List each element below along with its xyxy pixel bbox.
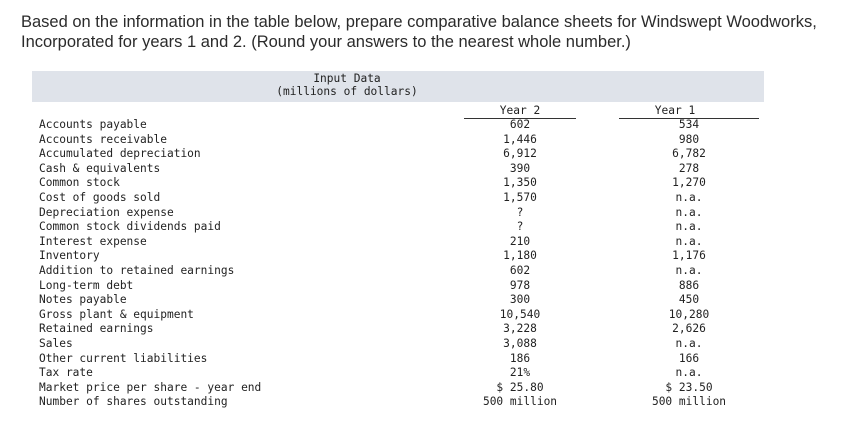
table-row: Other current liabilities 186 166: [32, 352, 764, 367]
row-value-year2: 978: [509, 278, 531, 292]
row-value-year2: 1,180: [503, 249, 537, 263]
table-row: Cost of goods sold 1,570 n.a.: [32, 191, 764, 206]
row-value-year1: 500 million: [651, 395, 727, 409]
row-value-year1: 278: [678, 161, 700, 175]
row-value-year2: 390: [509, 161, 531, 175]
row-value-year2: 500 million: [482, 395, 558, 409]
table-row: Common stock dividends paid? n.a.: [32, 220, 764, 235]
row-value-year1: 2,626: [672, 322, 706, 336]
column-rule-year2: [464, 118, 576, 119]
row-label: Interest expense: [39, 234, 147, 248]
row-value-year2: 3,088: [503, 336, 537, 350]
row-label: Long-term debt: [39, 278, 134, 292]
row-label: Tax rate: [39, 366, 93, 380]
table-row: Number of shares outstanding 500 million 5…: [32, 395, 764, 410]
table-row: Notes payable 300 450: [32, 293, 764, 308]
row-label: Cash & equivalents: [39, 161, 161, 175]
row-value-year2: 602: [509, 263, 531, 277]
row-label: Number of shares outstanding: [39, 395, 228, 409]
row-label: Inventory: [39, 249, 100, 263]
row-value-year2: 210: [509, 234, 531, 248]
table-header-band: [32, 71, 764, 102]
row-value-year1: n.a.: [675, 205, 703, 219]
table-row: Cash & equivalents 390 278: [32, 162, 764, 177]
question-text: Based on the information in the table be…: [21, 13, 817, 51]
table-title: Input Data (millions of dollars): [32, 72, 764, 98]
row-label: Accounts receivable: [39, 132, 167, 146]
table-row: Long-term debt 978 886: [32, 279, 764, 294]
row-value-year2: 1,446: [503, 132, 537, 146]
row-label: Cost of goods sold: [39, 190, 161, 204]
row-label: Gross plant & equipment: [39, 307, 194, 321]
row-value-year2: 602: [509, 118, 531, 131]
row-value-year1: 6,782: [672, 147, 706, 161]
column-header-year1: Year 1: [654, 104, 696, 117]
row-label: Common stock dividends paid: [39, 220, 221, 234]
row-label: Depreciation expense: [39, 205, 174, 219]
row-value-year1: 166: [678, 351, 700, 365]
input-data-table: Input Data (millions of dollars) Year 2 …: [32, 71, 764, 411]
row-value-year1: 10,280: [668, 307, 710, 321]
row-value-year1: n.a.: [675, 336, 703, 350]
row-value-year1: 980: [678, 132, 700, 146]
row-label: Accumulated depreciation: [39, 147, 201, 161]
row-value-year2: ?: [516, 205, 524, 219]
row-value-year2: 21%: [509, 366, 531, 380]
table-row: Inventory 1,180 1,176: [32, 249, 764, 264]
row-value-year2: 3,228: [503, 322, 537, 336]
row-value-year2: ?: [516, 220, 524, 234]
row-value-year1: 450: [678, 293, 700, 307]
row-value-year1: n.a.: [675, 366, 703, 380]
row-value-year1: n.a.: [675, 220, 703, 234]
row-value-year2: 6,912: [503, 147, 537, 161]
row-value-year1: $ 23.50: [665, 380, 713, 394]
row-value-year1: n.a.: [675, 263, 703, 277]
table-body: Accounts payable 602 534 Accounts receivab…: [32, 118, 764, 410]
column-rule-year1: [619, 118, 759, 119]
table-row: Market price per share - year end $ 25.80…: [32, 381, 764, 396]
table-row: Interest expense 210 n.a.: [32, 235, 764, 250]
row-value-year1: 886: [678, 278, 700, 292]
column-header-year2: Year 2: [499, 104, 541, 117]
table-row: Sales 3,088 n.a.: [32, 337, 764, 352]
row-value-year2: 300: [509, 293, 531, 307]
row-value-year1: 534: [678, 118, 700, 131]
table-row: Addition to retained earnings 602 n.a.: [32, 264, 764, 279]
row-value-year1: n.a.: [675, 190, 703, 204]
table-row: Accounts payable 602 534: [32, 118, 764, 133]
row-value-year1: n.a.: [675, 234, 703, 248]
row-value-year2: $ 25.80: [496, 380, 544, 394]
table-row: Common stock 1,350 1,270: [32, 176, 764, 191]
row-label: Other current liabilities: [39, 351, 208, 365]
table-row: Tax rate 21% n.a.: [32, 366, 764, 381]
table-row: Retained earnings 3,228 2,626: [32, 322, 764, 337]
table-row: Accumulated depreciation 6,912 6,782: [32, 147, 764, 162]
row-label: Retained earnings: [39, 322, 154, 336]
table-row: Depreciation expense? n.a.: [32, 206, 764, 221]
row-label: Notes payable: [39, 293, 127, 307]
row-label: Market price per share - year end: [39, 380, 262, 394]
row-label: Common stock: [39, 176, 120, 190]
row-value-year2: 10,540: [499, 307, 541, 321]
table-title-line1: Input Data: [313, 72, 381, 85]
row-label: Sales: [39, 336, 73, 350]
row-value-year1: 1,176: [672, 249, 706, 263]
row-label: Addition to retained earnings: [39, 263, 235, 277]
row-value-year2: 1,570: [503, 190, 537, 204]
row-value-year1: 1,270: [672, 176, 706, 190]
row-value-year2: 1,350: [503, 176, 537, 190]
row-value-year2: 186: [509, 351, 531, 365]
table-row: Accounts receivable 1,446 980: [32, 133, 764, 148]
table-row: Gross plant & equipment 10,540 10,280: [32, 308, 764, 323]
row-label: Accounts payable: [39, 118, 147, 131]
table-title-line2: (millions of dollars): [276, 85, 418, 98]
